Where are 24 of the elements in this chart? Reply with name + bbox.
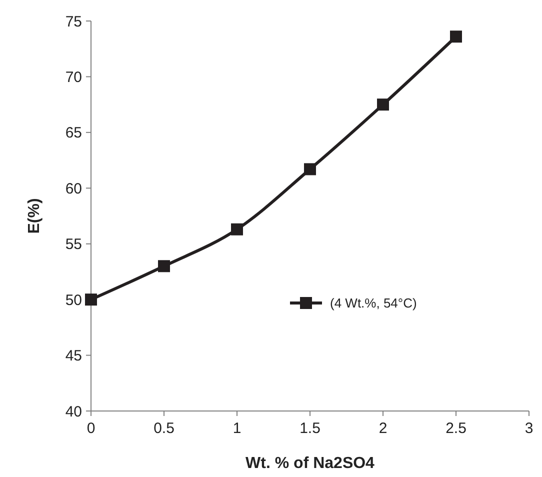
point — [158, 260, 170, 272]
y-tick-label: 75 — [65, 13, 82, 30]
x-tick-label: 2 — [378, 420, 388, 437]
point — [231, 223, 243, 236]
x-tick-label: 1 — [232, 420, 242, 437]
y-tick-label: 60 — [65, 180, 82, 198]
x-axis-title: Wt. % of Na2SO4 — [246, 455, 375, 472]
point — [377, 98, 389, 111]
point — [85, 294, 97, 306]
x-tick-label: 0 — [86, 420, 96, 437]
x-tick-label: 3 — [524, 420, 534, 437]
y-tick-label: 70 — [65, 68, 82, 86]
y-tick-label: 50 — [65, 292, 82, 309]
point — [450, 30, 462, 43]
legend-label: (4 Wt.%, 54°C) — [330, 296, 417, 311]
y-tick-label: 45 — [65, 348, 82, 365]
y-axis-title: E(%) — [26, 198, 43, 234]
point — [304, 163, 316, 176]
y-tick-label: 55 — [65, 236, 82, 254]
y-tick-label: 40 — [65, 403, 82, 420]
x-tick-label: 2.5 — [446, 420, 466, 437]
x-tick-label: 0.5 — [154, 420, 174, 437]
x-tick-label: 1.5 — [300, 420, 320, 437]
y-tick-label: 65 — [65, 124, 82, 142]
